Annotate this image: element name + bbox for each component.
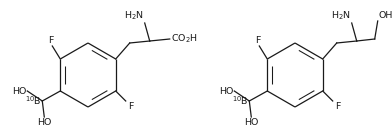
Text: HO: HO — [219, 86, 233, 95]
Text: F: F — [256, 36, 261, 45]
Text: OH: OH — [379, 11, 392, 20]
Text: $^{10}$B: $^{10}$B — [232, 95, 248, 107]
Text: F: F — [128, 102, 133, 111]
Text: HO: HO — [12, 86, 26, 95]
Text: F: F — [335, 102, 340, 111]
Text: F: F — [49, 36, 54, 45]
Text: CO$_2$H: CO$_2$H — [171, 33, 198, 45]
Text: HO: HO — [37, 118, 51, 127]
Text: H$_2$N: H$_2$N — [124, 9, 144, 22]
Text: H$_2$N: H$_2$N — [331, 9, 351, 22]
Text: $^{10}$B: $^{10}$B — [25, 95, 41, 107]
Text: HO: HO — [244, 118, 258, 127]
